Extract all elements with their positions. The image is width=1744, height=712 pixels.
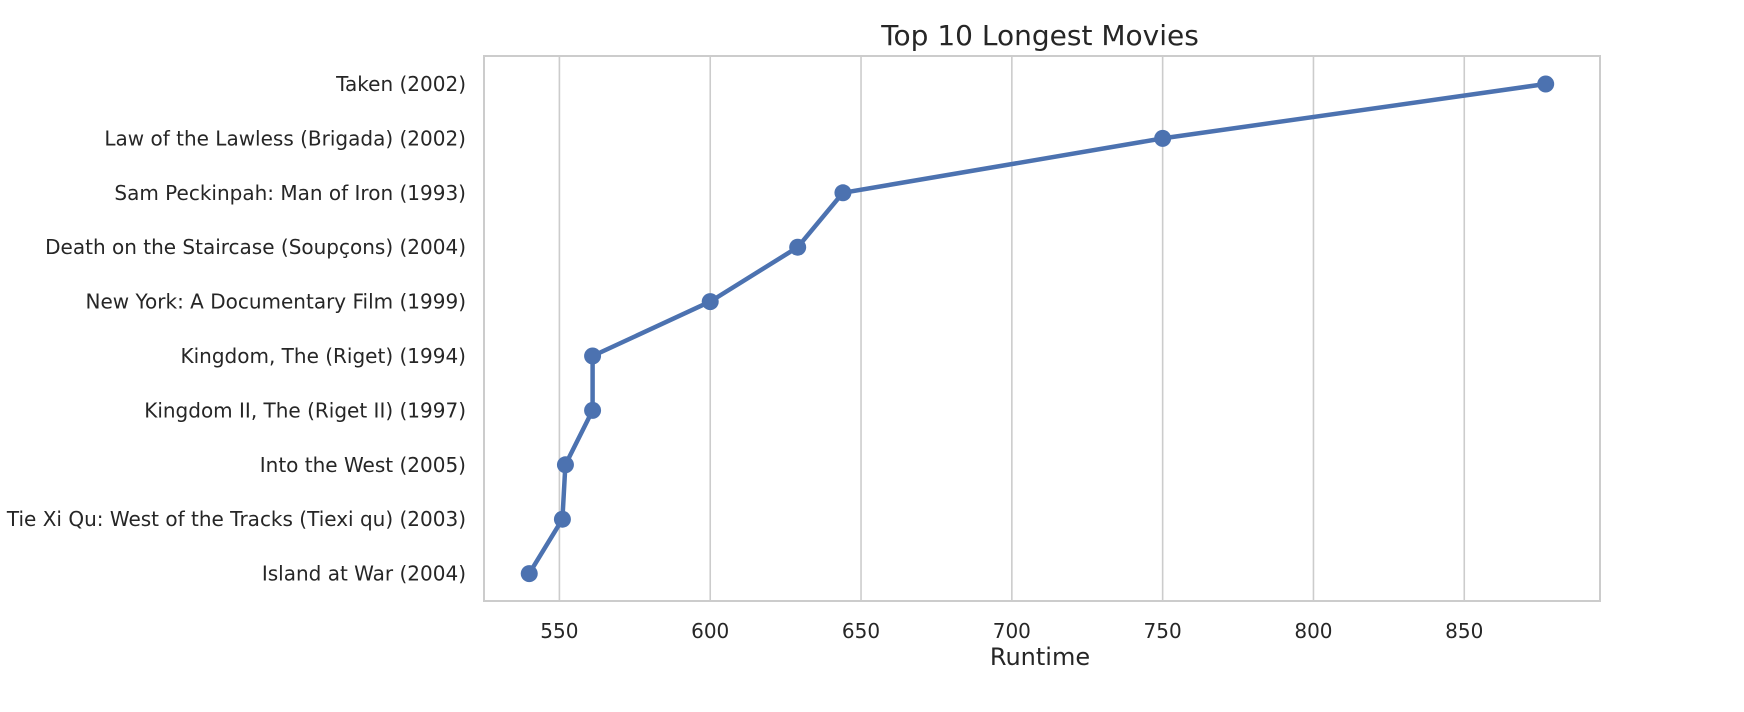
data-point — [553, 510, 571, 528]
data-point — [701, 293, 719, 311]
x-axis-label: Runtime — [990, 643, 1090, 671]
y-tick-label: Tie Xi Qu: West of the Tracks (Tiexi qu)… — [6, 507, 466, 531]
x-tick-label: 750 — [1144, 619, 1182, 643]
chart-title: Top 10 Longest Movies — [880, 19, 1199, 52]
y-axis-labels: Taken (2002) Law of the Lawless (Brigada)… — [6, 72, 466, 586]
x-tick-label: 700 — [993, 619, 1031, 643]
y-tick-label: Law of the Lawless (Brigada) (2002) — [104, 126, 466, 150]
plot-frame — [483, 55, 1601, 602]
data-point — [556, 456, 574, 474]
y-tick-label: Kingdom II, The (Riget II) (1997) — [144, 398, 466, 422]
x-tick-label: 600 — [691, 619, 729, 643]
x-tick-label: 800 — [1294, 619, 1332, 643]
data-point — [584, 347, 602, 365]
data-point — [1154, 129, 1172, 147]
y-tick-label: Into the West (2005) — [260, 453, 466, 477]
y-tick-label: Sam Peckinpah: Man of Iron (1993) — [114, 181, 466, 205]
y-tick-label: Island at War (2004) — [262, 562, 466, 586]
data-point — [584, 401, 602, 419]
y-tick-label: Kingdom, The (Riget) (1994) — [181, 344, 467, 368]
x-tick-label: 850 — [1445, 619, 1483, 643]
x-tick-label: 650 — [842, 619, 880, 643]
data-point — [789, 238, 807, 256]
data-point — [520, 565, 538, 583]
grid — [558, 56, 1466, 601]
data-point — [834, 184, 852, 202]
series-line — [526, 81, 1548, 576]
y-tick-label: Taken (2002) — [335, 72, 466, 96]
data-point — [1537, 75, 1555, 93]
x-tick-label: 550 — [540, 619, 578, 643]
x-axis-ticks: 550 600 650 700 750 800 850 — [540, 619, 1483, 643]
series — [520, 75, 1555, 583]
y-tick-label: New York: A Documentary Film (1999) — [85, 290, 466, 314]
y-tick-label: Death on the Staircase (Soupçons) (2004) — [45, 235, 466, 259]
